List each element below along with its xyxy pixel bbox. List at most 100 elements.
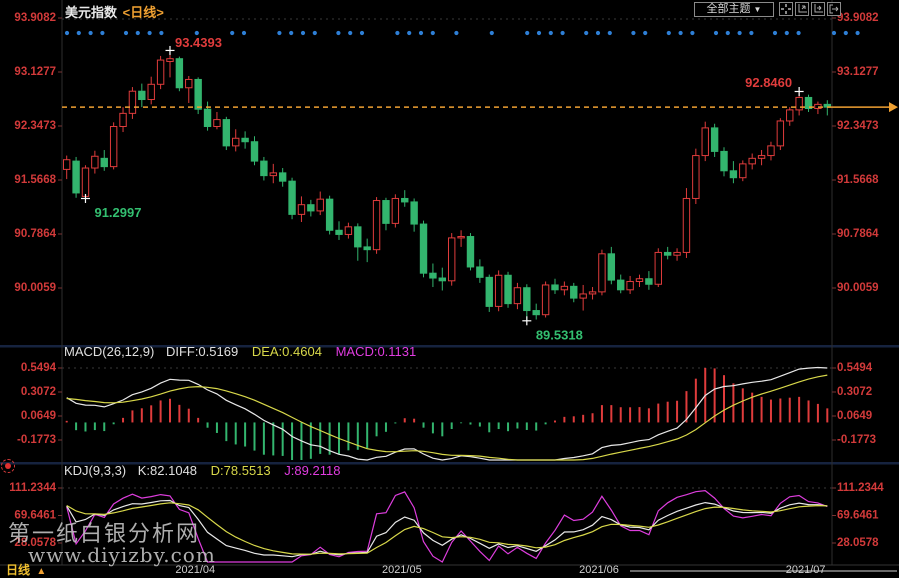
candle-body xyxy=(757,155,766,159)
event-dot xyxy=(241,30,247,36)
y-axis-label: 92.3473 xyxy=(14,120,56,132)
candle-body xyxy=(372,200,381,251)
candle-body xyxy=(617,279,625,291)
kdj-j-value: J:89.2118 xyxy=(284,463,341,478)
panel-divider xyxy=(0,345,899,348)
candle-body xyxy=(232,137,240,147)
event-dot xyxy=(64,30,70,36)
candle-body xyxy=(729,170,738,179)
event-dot xyxy=(843,30,848,36)
event-dot xyxy=(690,30,695,36)
event-dot xyxy=(666,30,671,36)
event-dot xyxy=(395,30,400,36)
macd-dea-value: DEA:0.4604 xyxy=(251,344,322,359)
candle-body xyxy=(476,266,484,278)
candle-body xyxy=(203,108,212,128)
event-dot xyxy=(772,30,778,36)
candle-body xyxy=(598,253,606,293)
candle-body xyxy=(523,287,531,312)
theme-selector-button[interactable]: 全部主题 ▼ xyxy=(694,2,774,17)
candle-body xyxy=(109,126,118,168)
candle-body xyxy=(795,96,803,111)
candle-body xyxy=(776,120,785,147)
move-tool-icon[interactable] xyxy=(779,2,793,16)
y-axis-label: 0.0649 xyxy=(21,410,56,422)
candle-body xyxy=(175,58,184,89)
y-axis-label: 111.2344 xyxy=(9,482,56,494)
kdj-d-line xyxy=(66,502,828,555)
candle-body xyxy=(504,274,512,305)
event-dot xyxy=(855,30,860,36)
candle-body xyxy=(701,127,709,157)
candle-body xyxy=(410,201,418,225)
candle-body xyxy=(607,253,616,281)
y-axis-label: 92.3473 xyxy=(837,120,879,132)
candle-body xyxy=(391,197,400,224)
macd-diff-line xyxy=(66,366,828,461)
y-axis-label: 93.9082 xyxy=(837,12,879,24)
event-dots-layer xyxy=(64,30,860,36)
event-dot xyxy=(536,30,542,36)
zoom-axis-right-icon[interactable] xyxy=(811,2,825,16)
y-axis-label: -0.1773 xyxy=(17,434,56,446)
y-axis-label: 28.0578 xyxy=(14,537,56,549)
y-axis-label: 0.3072 xyxy=(837,386,872,398)
y-axis-label: 69.6461 xyxy=(14,510,56,522)
y-axis-label: 0.0649 xyxy=(837,410,872,422)
kdj-k-line xyxy=(66,499,828,558)
symbol-title: 美元指数 xyxy=(65,5,118,20)
indicator-marker-icon[interactable] xyxy=(1,459,15,473)
candle-body xyxy=(560,285,569,291)
y-axis-label: 90.7864 xyxy=(837,228,879,240)
event-dot xyxy=(312,30,317,36)
candle-body xyxy=(485,276,493,307)
candle-body xyxy=(767,145,775,157)
event-dot xyxy=(336,30,341,36)
kdj-layer xyxy=(66,489,828,563)
candle-body xyxy=(720,150,728,172)
candle-body xyxy=(100,157,108,168)
candle-body xyxy=(147,83,155,101)
price-annotation: 92.8460 xyxy=(745,75,792,90)
event-dot xyxy=(725,30,730,36)
macd-header: MACD(26,12,9) DIFF:0.5169 DEA:0.4604 MAC… xyxy=(64,344,416,359)
up-triangle-icon: ▲ xyxy=(36,566,47,577)
candle-body xyxy=(551,284,559,291)
y-axis-label: 91.5668 xyxy=(837,174,879,186)
candle-body xyxy=(645,278,653,285)
candle-body xyxy=(325,198,334,231)
y-axis-label: 90.0059 xyxy=(837,282,879,294)
event-dot xyxy=(631,30,636,36)
candle-body xyxy=(626,280,634,291)
candle-body xyxy=(786,109,794,122)
candle-body xyxy=(466,236,475,268)
candles-layer xyxy=(62,50,832,321)
x-axis-date-label: 2021/07 xyxy=(786,564,826,576)
y-axis-label: 0.3072 xyxy=(21,386,56,398)
candle-body xyxy=(419,223,428,274)
event-dot xyxy=(784,30,789,36)
candle-body xyxy=(194,78,202,110)
candle-body xyxy=(307,204,315,212)
event-dot xyxy=(289,30,294,36)
candle-body xyxy=(72,160,80,194)
price-annotation: 89.5318 xyxy=(536,327,583,342)
chart-title: 美元指数 <日线> xyxy=(65,2,164,21)
event-dot xyxy=(525,30,530,36)
candle-body xyxy=(278,172,287,182)
y-axis-label: 90.0059 xyxy=(14,282,56,294)
period-status[interactable]: 日线 ▲ xyxy=(6,561,46,578)
candle-body xyxy=(185,78,193,89)
candle-body xyxy=(438,277,447,282)
y-axis-label: 90.7864 xyxy=(14,228,56,240)
pane-export-icon[interactable] xyxy=(827,2,841,16)
kdj-j-line xyxy=(66,489,828,563)
candle-body xyxy=(654,251,662,285)
event-dot xyxy=(277,30,282,36)
chart-toolbar xyxy=(779,2,841,16)
kdj-title: KDJ(9,3,3) xyxy=(64,463,127,478)
zoom-axis-left-icon[interactable] xyxy=(795,2,809,16)
